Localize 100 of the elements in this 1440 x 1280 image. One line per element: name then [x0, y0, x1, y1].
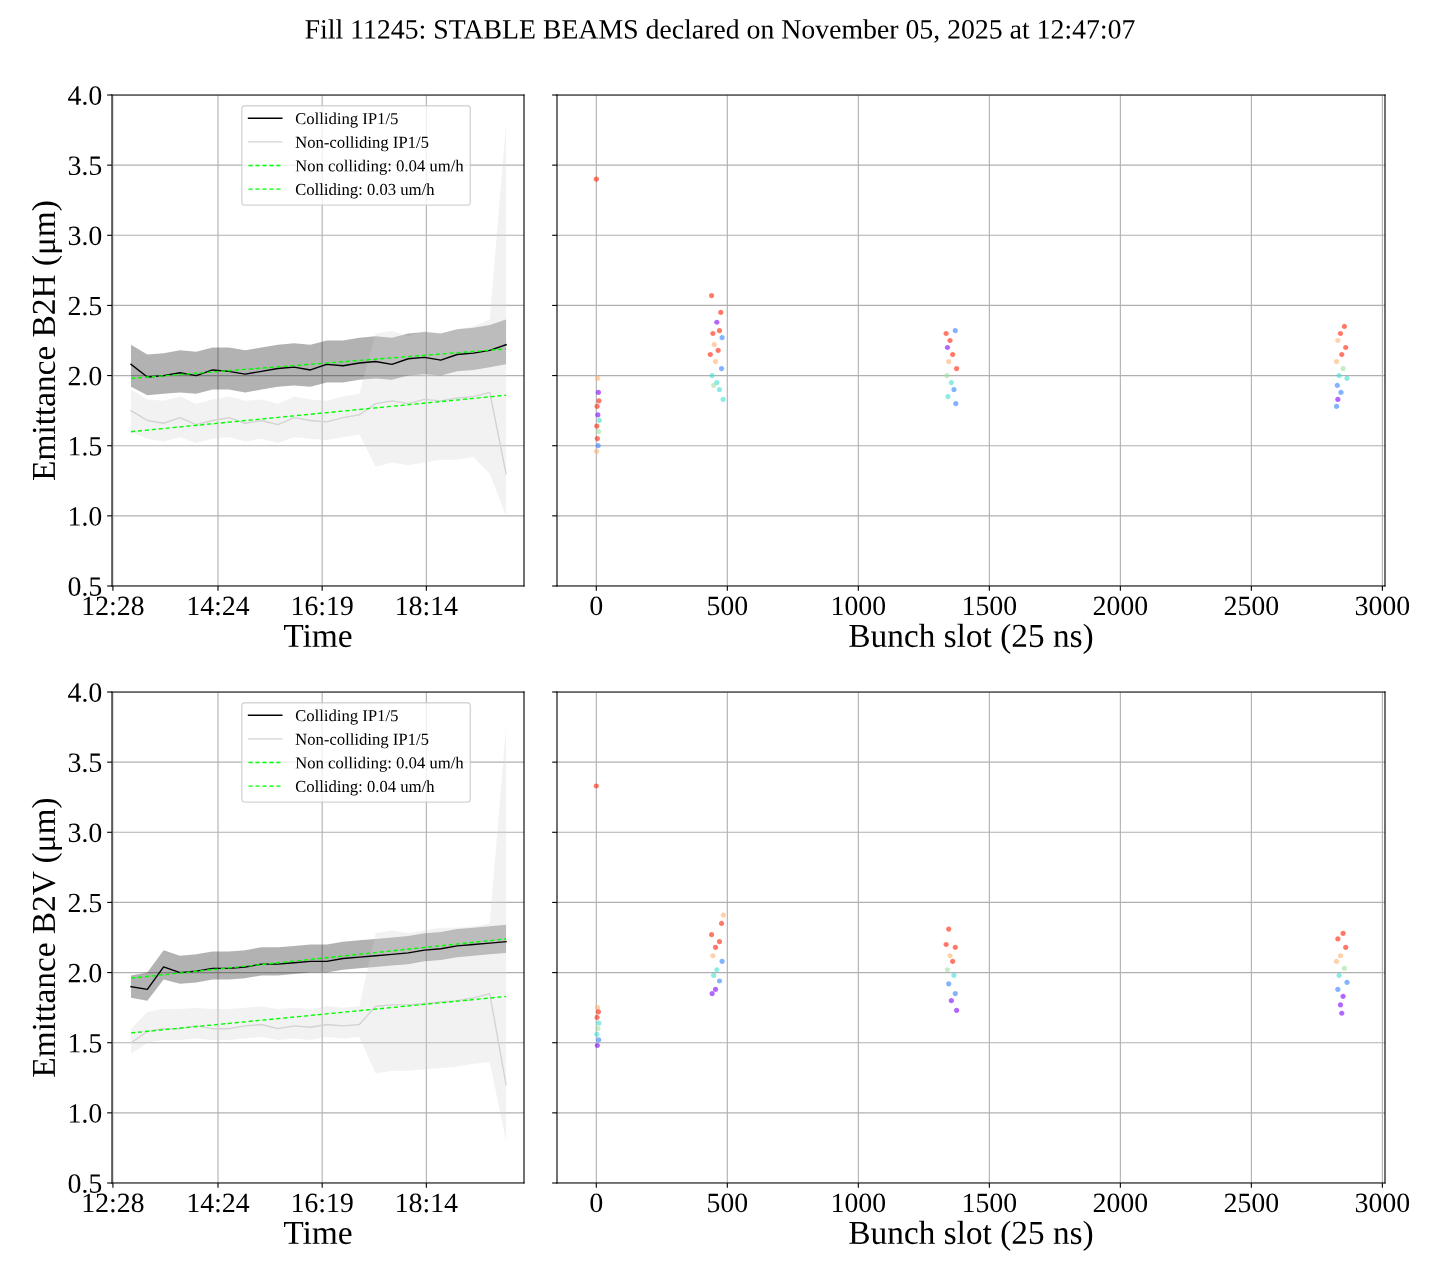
point — [952, 944, 958, 950]
point — [1340, 993, 1346, 1000]
point — [1336, 372, 1342, 379]
point — [947, 953, 953, 959]
legend-label: Colliding: 0.03 um/h — [295, 183, 435, 199]
x-tick-label: 1000 — [832, 596, 886, 616]
point — [944, 372, 950, 379]
x-tick-label: 18:14 — [397, 1193, 458, 1213]
point — [710, 953, 716, 959]
point — [1340, 930, 1346, 936]
point — [712, 986, 719, 992]
x-tick-label: 500 — [708, 1193, 748, 1213]
point — [709, 991, 715, 997]
legend-label: Colliding IP1/5 — [295, 112, 398, 128]
point — [596, 429, 602, 435]
x-axis-title: Time — [284, 624, 352, 648]
point — [709, 293, 715, 299]
point — [1336, 972, 1342, 978]
y-tick-label: 3.0 — [68, 823, 102, 843]
x-tick-label: 18:14 — [397, 596, 458, 616]
point — [596, 398, 602, 404]
point — [946, 981, 952, 987]
point — [1335, 936, 1341, 942]
point — [714, 967, 720, 973]
x-axis-title: Bunch slot (25 ns) — [849, 623, 1093, 654]
x-tick-label: 12:28 — [83, 596, 144, 616]
legend-label: Non-colliding IP1/5 — [295, 136, 429, 152]
point — [711, 342, 717, 348]
legend-label: Colliding IP1/5 — [295, 709, 398, 725]
line-series — [130, 941, 507, 991]
point — [716, 978, 723, 984]
y-axis-title: Emittance B2H (μm) — [31, 201, 62, 480]
point — [1339, 1010, 1345, 1016]
point — [594, 423, 600, 429]
legend-label: Non-colliding IP1/5 — [295, 733, 429, 749]
point — [953, 401, 959, 407]
point — [595, 1026, 601, 1032]
x-tick-label: 16:19 — [292, 1193, 353, 1213]
point — [716, 387, 723, 393]
point — [943, 330, 949, 337]
point — [720, 396, 726, 403]
point — [718, 920, 725, 927]
point — [594, 1031, 600, 1037]
point — [948, 998, 954, 1004]
x-tick-label: 2500 — [1224, 596, 1279, 616]
y-tick-label: 1.5 — [70, 437, 102, 456]
point — [707, 351, 713, 358]
point — [944, 967, 951, 973]
y-tick-label: 0.5 — [68, 1174, 102, 1194]
x-tick-label: 0 — [590, 1193, 603, 1213]
y-axis-title: Emittance B2V (μm) — [31, 798, 62, 1077]
point — [594, 436, 600, 442]
point — [714, 319, 720, 325]
point — [1344, 375, 1350, 381]
y-tick-label: 2.0 — [68, 963, 102, 983]
point — [712, 358, 719, 365]
point — [1333, 403, 1340, 410]
point — [709, 372, 715, 379]
x-tick-label: 12:28 — [83, 1193, 144, 1213]
y-tick-label: 3.5 — [68, 753, 102, 773]
point — [947, 337, 953, 344]
y-tick-label: 2.5 — [68, 893, 102, 913]
point — [948, 379, 954, 386]
point — [593, 783, 599, 789]
point — [946, 926, 952, 932]
legend-label: Colliding: 0.04 um/h — [295, 780, 435, 796]
point — [595, 375, 601, 381]
point — [716, 939, 723, 945]
y-tick-label: 2.0 — [68, 366, 102, 386]
point — [950, 351, 956, 358]
x-tick-label: 2000 — [1093, 1193, 1148, 1213]
point — [1335, 337, 1341, 344]
y-tick-label: 1.5 — [70, 1034, 102, 1053]
point — [945, 394, 951, 400]
point — [712, 944, 719, 950]
point — [950, 958, 956, 964]
point — [716, 328, 723, 334]
point — [1341, 965, 1347, 971]
y-tick-label: 3.0 — [68, 226, 102, 246]
point — [595, 443, 601, 449]
point — [951, 387, 957, 393]
point — [944, 344, 951, 351]
point — [711, 972, 717, 978]
line-series — [130, 992, 507, 1086]
line-series — [130, 391, 507, 475]
point — [720, 912, 726, 918]
x-tick-label: 16:19 — [292, 596, 353, 616]
point — [1344, 979, 1350, 985]
point — [595, 412, 601, 418]
point — [951, 972, 957, 978]
legend-label: Non colliding: 0.04 um/h — [295, 756, 464, 772]
point — [594, 1042, 600, 1049]
y-tick-label: 1.0 — [70, 1104, 102, 1123]
point — [1338, 389, 1344, 395]
point — [1335, 396, 1341, 403]
point — [593, 448, 600, 454]
x-tick-label: 2500 — [1224, 1193, 1279, 1213]
point — [718, 309, 724, 316]
x-tick-label: 3000 — [1355, 596, 1410, 616]
point — [710, 330, 716, 337]
